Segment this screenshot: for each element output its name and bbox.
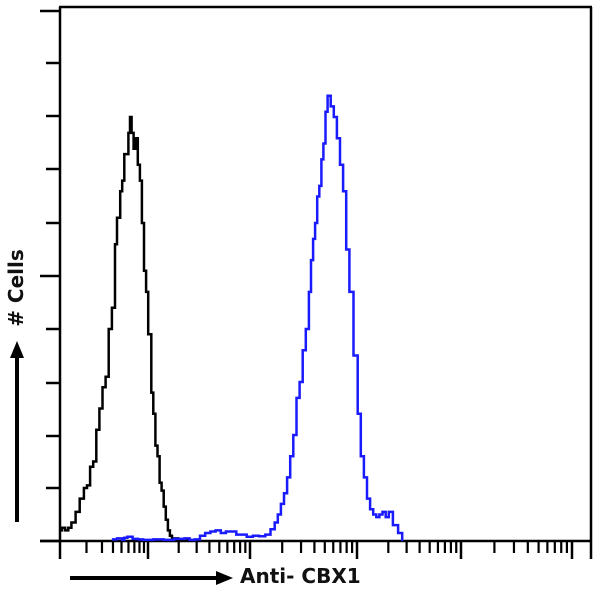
y-axis-label-text: # Cells bbox=[4, 249, 29, 327]
x-arrow-head-icon bbox=[216, 571, 233, 585]
y-arrow-head-icon bbox=[10, 341, 24, 358]
y-axis-label: # Cells bbox=[2, 236, 30, 340]
y-axis-ticks bbox=[40, 9, 60, 543]
histogram-series bbox=[60, 94, 404, 542]
axis-arrows bbox=[10, 341, 233, 585]
plot-frame bbox=[40, 5, 593, 559]
x-axis-ticks bbox=[58, 541, 574, 559]
x-axis-label: Anti- CBX1 bbox=[240, 564, 361, 588]
cbx1-histogram-line bbox=[111, 94, 404, 542]
control-histogram-line bbox=[60, 115, 190, 542]
